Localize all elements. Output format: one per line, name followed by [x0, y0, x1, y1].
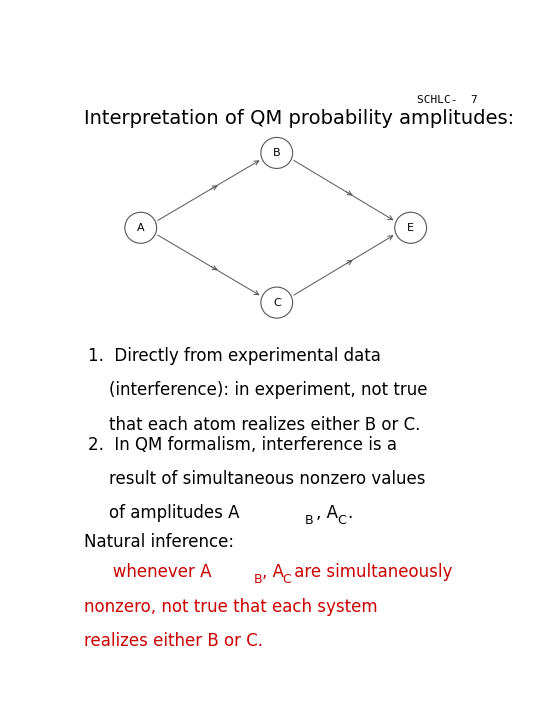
Ellipse shape: [261, 287, 293, 318]
Text: E: E: [407, 222, 414, 233]
Text: Natural inference:: Natural inference:: [84, 533, 234, 551]
Text: Interpretation of QM probability amplitudes:: Interpretation of QM probability amplitu…: [84, 109, 515, 127]
Text: C: C: [338, 514, 346, 527]
Text: whenever A: whenever A: [97, 563, 211, 581]
Text: are simultaneously: are simultaneously: [289, 563, 453, 581]
Text: C: C: [273, 297, 281, 307]
Ellipse shape: [395, 212, 427, 243]
Text: C: C: [282, 573, 291, 586]
Text: B: B: [273, 148, 281, 158]
Text: SCHLC-  7: SCHLC- 7: [417, 95, 478, 104]
Text: , A: , A: [262, 563, 284, 581]
Text: 2.  In QM formalism, interference is a: 2. In QM formalism, interference is a: [89, 436, 397, 454]
Text: , A: , A: [316, 505, 338, 523]
Text: (interference): in experiment, not true: (interference): in experiment, not true: [89, 382, 428, 400]
Text: nonzero, not true that each system: nonzero, not true that each system: [84, 598, 378, 616]
Text: B: B: [253, 573, 262, 586]
Text: realizes either B or C.: realizes either B or C.: [84, 632, 263, 650]
Text: that each atom realizes either B or C.: that each atom realizes either B or C.: [89, 415, 421, 433]
Text: of amplitudes A: of amplitudes A: [89, 505, 240, 523]
Text: A: A: [137, 222, 145, 233]
Ellipse shape: [261, 138, 293, 168]
Text: 1.  Directly from experimental data: 1. Directly from experimental data: [89, 347, 381, 365]
Ellipse shape: [125, 212, 157, 243]
Text: result of simultaneous nonzero values: result of simultaneous nonzero values: [89, 470, 426, 488]
Text: B: B: [305, 514, 314, 527]
Text: .: .: [347, 505, 352, 523]
